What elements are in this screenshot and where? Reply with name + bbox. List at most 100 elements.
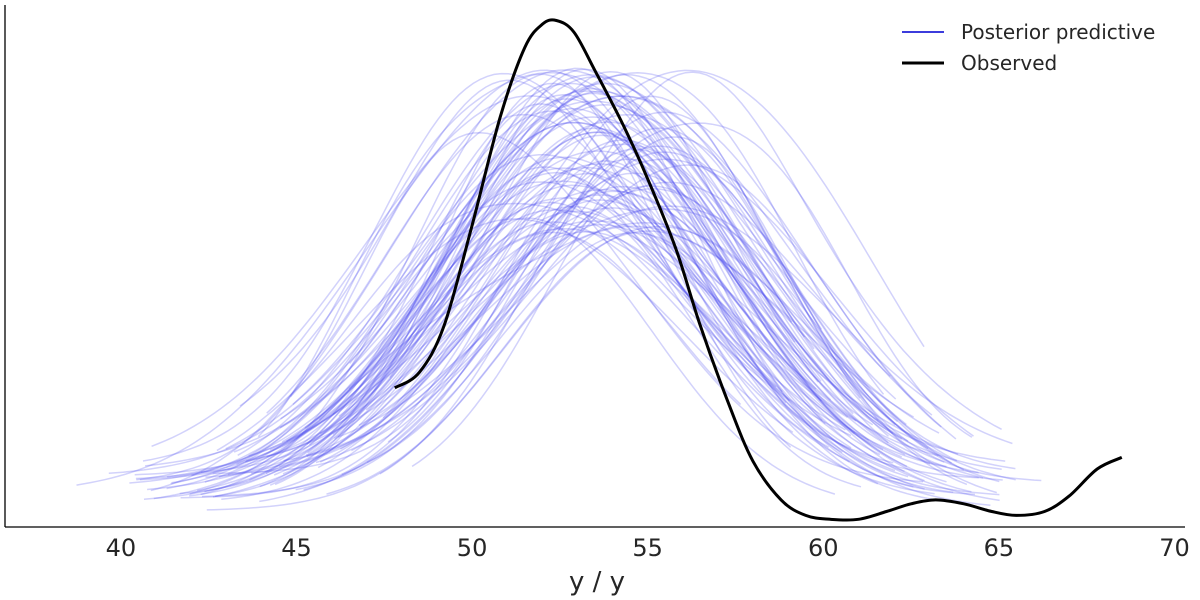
posterior-predictive-line [303,145,965,491]
observed-line-group [393,18,1123,522]
posterior-predictive-line [166,223,1003,481]
x-tick-label: 45 [281,534,312,562]
posterior-predictive-line [191,121,832,477]
posterior-predictive-line [332,220,959,455]
posterior-predictive-line [349,74,899,423]
posterior-predictive-line [332,127,902,458]
posterior-predictive-line [171,189,903,484]
posterior-predictive-line [189,221,850,497]
posterior-predictive-line [134,171,894,476]
posterior-predictive-line [147,209,984,491]
posterior-predictive-line [387,95,1042,482]
posterior-predictive-line [237,82,906,456]
posterior-predictive-line [273,210,914,488]
x-tick-label: 60 [808,534,839,562]
posterior-predictive-line [265,217,836,495]
posterior-predictive-line [170,110,909,485]
posterior-predictive-line [143,104,889,500]
posterior-predictive-line [233,180,979,474]
posterior-predictive-line [282,231,1000,496]
posterior-predictive-line [249,76,806,481]
posterior-predictive-line [250,181,891,475]
posterior-predictive-line [359,113,1000,483]
axes [4,5,1185,528]
posterior-predictive-line [216,218,794,452]
posterior-predictive-line [227,82,896,476]
posterior-predictive-line [212,172,1000,502]
posterior-predictive-line [239,79,852,437]
posterior-predictive-line [139,98,843,481]
posterior-predictive-line [269,90,889,486]
posterior-predictive-line [259,185,998,503]
posterior-predictive-line [212,148,909,475]
posterior-predictive-line [135,184,979,480]
posterior-predictive-line [281,131,796,443]
posterior-predictive-line [221,199,826,501]
posterior-predictive-line [358,172,894,434]
posterior-predictive-line [306,95,933,445]
posterior-predictive-line [259,82,879,488]
observed-line [393,18,1123,522]
posterior-predictive-line [108,181,777,475]
posterior-predictive-line [351,188,907,452]
posterior-predictive-line [189,167,991,506]
posterior-predictive-line [315,164,942,464]
posterior-predictive-line [280,73,823,420]
posterior-predictive-line [180,194,954,499]
posterior-predictive-line [337,205,1013,445]
posterior-predictive-line [145,197,848,467]
posterior-predictive-line [306,131,856,458]
legend: Posterior predictive Observed [902,20,1155,75]
posterior-predictive-line [341,160,925,490]
posterior-predictive-line [279,156,857,429]
posterior-predictive-line [266,113,829,448]
posterior-predictive-line [150,69,819,492]
posterior-predictive-line [283,122,973,462]
posterior-predictive-line [269,231,742,451]
posterior-predictive-line [266,92,822,458]
posterior-predictive-line [289,202,846,431]
posterior-predictive-line [307,67,976,496]
posterior-predictive-line [319,158,974,463]
posterior-predictive-line [166,154,884,490]
posterior-predictive-line [151,95,939,457]
posterior-predictive-line [257,71,905,473]
posterior-predictive-line [286,72,885,442]
posterior-predictive-line [204,228,852,483]
posterior-predictive-line [236,121,870,465]
legend-label-posterior-predictive: Posterior predictive [961,20,1155,44]
x-axis-ticks: 40 45 50 55 60 65 70 [106,534,1190,562]
posterior-predictive-line [309,107,823,446]
posterior-predictive-line [274,94,950,503]
posterior-predictive-line [411,136,968,486]
x-tick-label: 50 [457,534,488,562]
posterior-predictive-line [317,207,972,493]
posterior-predictive-line [304,166,896,472]
posterior-predictive-line [196,103,935,495]
posterior-predictive-line [179,205,862,495]
posterior-predictive-line [279,185,947,468]
posterior-predictive-line [200,121,1002,474]
posterior-predictive-line [318,116,945,463]
x-tick-label: 70 [1159,534,1190,562]
posterior-predictive-line [326,230,952,495]
x-tick-label: 55 [632,534,663,562]
posterior-predictive-line [340,139,854,450]
posterior-predictive-line [225,95,929,450]
posterior-predictive-line [366,151,958,464]
posterior-predictive-line [338,163,874,426]
posterior-predictive-line [365,190,1006,462]
posterior-predictive-line [295,111,957,491]
posterior-predictive-line [204,166,908,493]
posterior-predictive-line [142,72,783,462]
posterior-predictive-line [218,158,817,478]
posterior-predictive-line [153,90,815,500]
posterior-predictive-line [382,69,925,419]
posterior-predictive-line [205,68,881,479]
posterior-predictive-line [306,71,1002,457]
x-tick-label: 40 [106,534,137,562]
posterior-predictive-line [246,225,914,462]
legend-label-observed: Observed [961,51,1057,75]
posterior-predictive-line [136,131,924,483]
